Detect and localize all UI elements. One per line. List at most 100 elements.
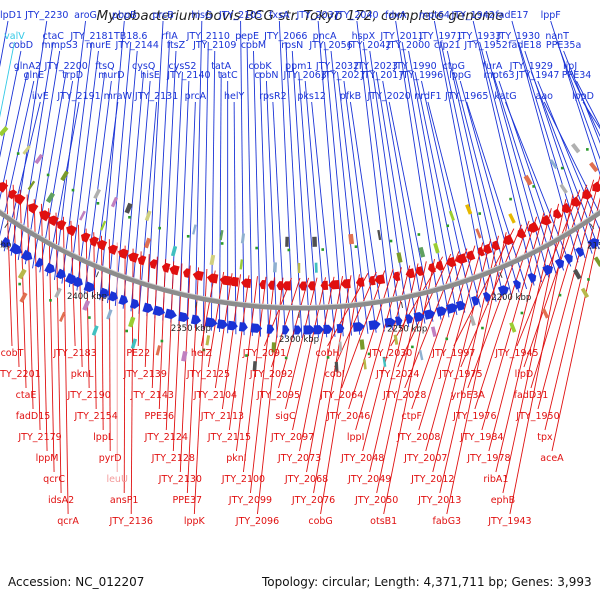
forward-gene-label: cobM (241, 40, 266, 51)
forward-gene-label: pncA (313, 31, 337, 42)
forward-gene-link (0, 50, 22, 158)
reverse-gene-label: JTY_1984 (459, 432, 503, 443)
reverse-gene-label: JTY_1945 (494, 348, 538, 359)
forward-gene-label: nanT (545, 31, 569, 42)
reverse-gene-arrow (541, 214, 552, 226)
forward-gene-link (186, 101, 196, 327)
reverse-gene-label: ctaE (16, 390, 37, 401)
track-tick (321, 248, 325, 251)
reverse-gene-link (151, 256, 158, 389)
forward-gene-label: pks12 (297, 91, 326, 102)
forward-gene-label: prcA (185, 91, 207, 102)
reverse-gene-link (474, 216, 538, 410)
scale-label: 2150 kbp (587, 242, 600, 252)
forward-gene-label: cobN (254, 70, 278, 81)
forward-gene-label: pbpB (112, 10, 137, 21)
reverse-gene-label: lppL (93, 432, 114, 443)
forward-gene-arrow (118, 294, 129, 306)
forward-gene-label: JTY_2181 (69, 31, 113, 42)
forward-gene-label: ilvE (32, 91, 49, 102)
forward-gene-label: nrdF1 (414, 91, 441, 102)
cog-category-block (559, 183, 568, 194)
cog-category-block (0, 126, 9, 137)
cog-category-block (418, 350, 424, 361)
forward-gene-label: JTY_1996 (399, 70, 443, 81)
forward-gene-link (446, 50, 505, 299)
track-tick (389, 239, 393, 243)
reverse-gene-label: ephB (491, 495, 515, 506)
reverse-gene-label: JTY_2099 (228, 495, 272, 506)
reverse-gene-label: cobG (308, 516, 332, 527)
reverse-gene-label: sigC (275, 411, 296, 422)
forward-gene-label: cobD (9, 40, 33, 51)
reverse-gene-link (193, 269, 208, 515)
forward-gene-label: cysQ (132, 61, 155, 72)
forward-gene-link (10, 20, 48, 256)
forward-gene-link (253, 50, 262, 337)
track-tick (46, 173, 50, 177)
reverse-gene-label: JTY_2104 (193, 390, 237, 401)
track-tick (255, 246, 258, 250)
track-tick (532, 185, 535, 188)
forward-gene-arrow (563, 253, 573, 264)
reverse-gene-link (221, 274, 241, 410)
forward-gene-link (324, 41, 352, 336)
forward-gene-link (311, 101, 336, 337)
forward-gene-arrow (413, 311, 425, 323)
reverse-gene-label: JTY_2064 (319, 390, 363, 401)
reverse-gene-label: JTY_1943 (487, 516, 531, 527)
reverse-gene-label: JTY_2068 (284, 474, 328, 485)
forward-gene-link (414, 71, 466, 313)
forward-gene-arrow (152, 305, 166, 317)
cog-category-block (54, 287, 62, 299)
reverse-gene-label: JTY_2050 (354, 495, 398, 506)
forward-gene-link (369, 50, 410, 328)
forward-gene-label: JTY_2027 (321, 70, 365, 81)
reverse-gene-label: leuU (106, 474, 128, 485)
track-tick (71, 188, 75, 192)
reverse-gene-link (123, 245, 126, 494)
forward-gene-label: JTY_2131 (134, 91, 178, 102)
reverse-gene-link (85, 228, 90, 389)
reverse-gene-arrow (307, 281, 315, 291)
forward-gene-link (375, 71, 418, 326)
forward-gene-arrow (336, 323, 345, 334)
forward-gene-arrow (98, 287, 110, 299)
reverse-gene-link (5, 179, 13, 347)
track-tick (478, 212, 482, 215)
cog-category-block (252, 361, 257, 372)
reverse-gene-label: JTY_1950 (515, 411, 559, 422)
reverse-gene-label: JTY_1975 (438, 369, 482, 380)
forward-gene-link (265, 80, 278, 338)
forward-gene-arrow (44, 262, 56, 274)
backbone-highlight (0, 208, 600, 306)
scale-tick (400, 301, 404, 309)
cog-category-block (272, 262, 278, 273)
reverse-gene-label: JTY_2092 (249, 369, 293, 380)
forward-gene-link (178, 80, 190, 325)
reverse-gene-link (292, 277, 326, 431)
forward-gene-link (401, 41, 450, 318)
forward-gene-arrow (73, 276, 83, 288)
reverse-gene-label: lppK (184, 516, 206, 527)
reverse-gene-link (165, 261, 175, 431)
forward-gene-link (146, 20, 164, 317)
forward-gene-link (130, 80, 151, 312)
reverse-gene-label: cobI (325, 369, 345, 380)
reverse-gene-arrow (276, 281, 284, 291)
cog-category-block (110, 196, 119, 208)
reverse-gene-arrow (455, 253, 468, 264)
forward-gene-label: PPE35a (546, 40, 581, 51)
reverse-gene-link (271, 277, 301, 368)
cog-category-block (106, 309, 113, 320)
reverse-gene-label: cobT (1, 348, 24, 359)
forward-gene-label: JTY_2020 (367, 91, 411, 102)
reverse-gene-arrow (405, 268, 416, 279)
reverse-gene-link (257, 277, 284, 515)
forward-gene-arrow (20, 249, 33, 261)
reverse-gene-arrow (127, 252, 139, 263)
forward-gene-link (107, 41, 132, 304)
track-tick (128, 215, 131, 219)
forward-gene-label: fadE17 (495, 10, 528, 21)
forward-gene-arrow (294, 325, 302, 335)
